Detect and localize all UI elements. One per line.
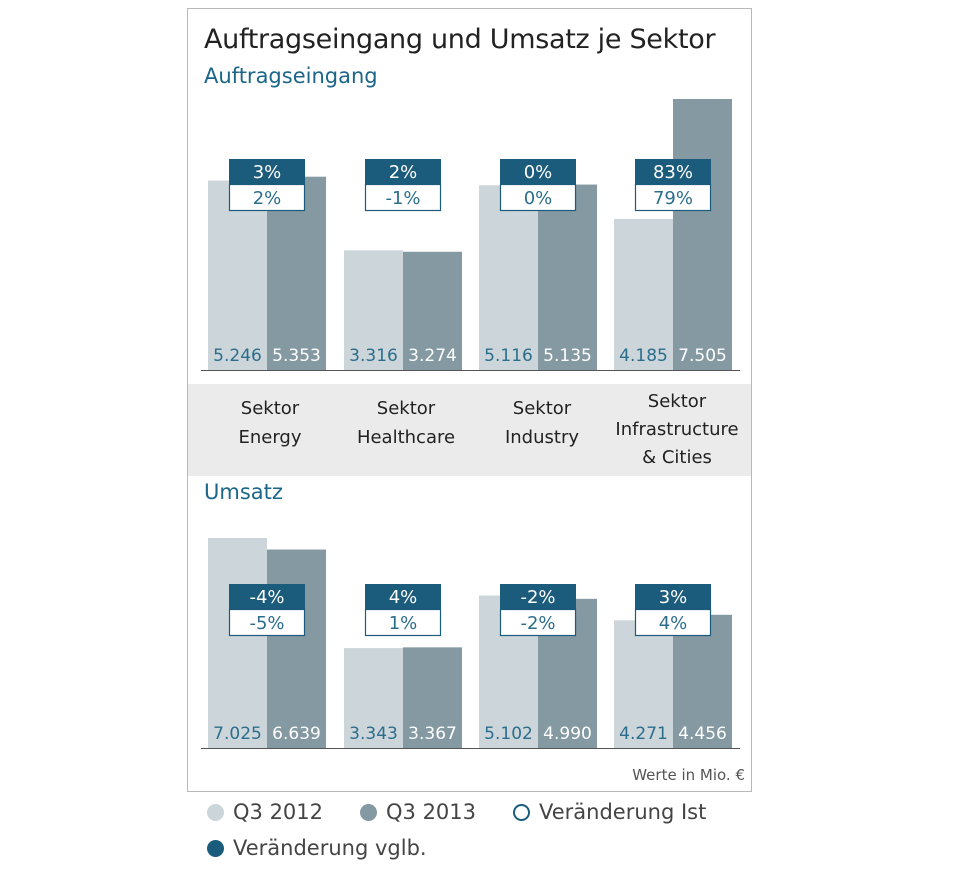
legend-label-change-comparable: Veränderung vglb.: [233, 836, 427, 860]
revenue-value-label-infrastructure-q3-2013: 4.456: [678, 724, 727, 744]
revenue-value-label-energy-q3-2013: 6.639: [272, 724, 321, 744]
revenue-bar-infrastructure-q3-2013: [673, 614, 732, 748]
sector-label-healthcare: Sektor Healthcare: [356, 398, 456, 448]
orders-bar-industry-q3-2012: [479, 185, 538, 370]
orders-change-actual-infrastructure: 79%: [653, 188, 693, 209]
orders-change-comparable-box-infrastructure: [635, 159, 711, 184]
legend-swatch-change-actual: [513, 803, 530, 821]
revenue-value-label-healthcare-q3-2013: 3.367: [408, 724, 457, 744]
orders-change-actual-industry: 0%: [524, 188, 553, 209]
orders-value-label-energy-q3-2012: 5.246: [213, 346, 262, 366]
revenue-value-label-healthcare-q3-2012: 3.343: [349, 724, 398, 744]
legend-item-change-actual: Veränderung Ist: [513, 800, 706, 824]
revenue-change-comparable-industry: -2%: [520, 587, 555, 608]
legend-swatch-change-comparable: [207, 839, 224, 857]
chart-title: Auftragseingang und Umsatz je Sektor: [204, 24, 716, 55]
orders-change-actual-box-industry: [499, 183, 577, 212]
legend-label-q3-2012: Q3 2012: [233, 800, 324, 824]
revenue-bar-infrastructure-q3-2012: [614, 620, 673, 748]
orders-change-actual-healthcare: -1%: [385, 188, 420, 209]
orders-value-label-industry-q3-2012: 5.116: [484, 346, 533, 366]
revenue-change-actual-box-infrastructure: [634, 608, 712, 637]
orders-change-comparable-box-energy: [229, 159, 305, 184]
revenue-change-actual-healthcare: 1%: [389, 613, 418, 634]
revenue-value-label-energy-q3-2012: 7.025: [213, 724, 262, 744]
orders-bar-industry-q3-2013: [538, 184, 597, 370]
revenue-bar-energy-q3-2013: [267, 549, 326, 748]
orders-change-actual-box-healthcare: [364, 183, 442, 212]
revenue-value-label-industry-q3-2013: 4.990: [543, 724, 592, 744]
orders-change-comparable-healthcare: 2%: [389, 162, 418, 183]
legend-swatch-q3-2012: [207, 803, 224, 821]
revenue-change-comparable-infrastructure: 3%: [659, 587, 688, 608]
revenue-value-label-industry-q3-2012: 5.102: [484, 724, 533, 744]
sector-label-infrastructure: Sektor Infrastructure & Cities: [615, 391, 739, 468]
orders-change-comparable-box-industry: [500, 159, 576, 184]
legend-swatch-q3-2013: [360, 803, 377, 821]
revenue-bar-healthcare-q3-2012: [344, 648, 403, 748]
legend-label-q3-2013: Q3 2013: [386, 800, 477, 824]
revenue-section-title: Umsatz: [204, 480, 283, 504]
orders-value-label-energy-q3-2013: 5.353: [272, 346, 321, 366]
orders-change-actual-box-energy: [228, 183, 306, 212]
revenue-change-comparable-box-energy: [229, 584, 305, 609]
legend-label-change-actual: Veränderung Ist: [539, 800, 707, 824]
revenue-change-actual-box-industry: [499, 608, 577, 637]
revenue-change-comparable-box-infrastructure: [635, 584, 711, 609]
legend-item-q3-2013: Q3 2013: [360, 800, 476, 824]
orders-change-comparable-industry: 0%: [524, 162, 553, 183]
revenue-change-actual-industry: -2%: [520, 613, 555, 634]
orders-section-title: Auftragseingang: [204, 64, 378, 88]
unit-note: Werte in Mio. €: [632, 766, 745, 784]
orders-value-label-healthcare-q3-2013: 3.274: [408, 346, 457, 366]
sector-label-band: [188, 384, 751, 476]
orders-value-label-infrastructure-q3-2012: 4.185: [619, 346, 668, 366]
orders-change-comparable-infrastructure: 83%: [653, 162, 693, 183]
revenue-change-comparable-box-industry: [500, 584, 576, 609]
revenue-change-comparable-healthcare: 4%: [389, 587, 418, 608]
revenue-change-comparable-energy: -4%: [249, 587, 284, 608]
revenue-change-actual-box-energy: [228, 608, 306, 637]
orders-change-actual-box-infrastructure: [634, 183, 712, 212]
orders-bar-healthcare-q3-2013: [403, 251, 462, 370]
orders-value-label-healthcare-q3-2012: 3.316: [349, 346, 398, 366]
revenue-change-comparable-box-healthcare: [365, 584, 441, 609]
sector-label-industry: Sektor Industry: [504, 398, 580, 448]
revenue-change-actual-box-healthcare: [364, 608, 442, 637]
revenue-value-label-infrastructure-q3-2012: 4.271: [619, 724, 668, 744]
orders-bar-energy-q3-2012: [208, 180, 267, 370]
legend-item-q3-2012: Q3 2012: [207, 800, 323, 824]
orders-bar-healthcare-q3-2012: [344, 250, 403, 370]
orders-value-label-industry-q3-2013: 5.135: [543, 346, 592, 366]
orders-change-comparable-energy: 3%: [253, 162, 282, 183]
legend-item-change-comparable: Veränderung vglb.: [207, 836, 427, 860]
orders-change-comparable-box-healthcare: [365, 159, 441, 184]
orders-bar-infrastructure-q3-2012: [614, 218, 673, 370]
revenue-change-actual-energy: -5%: [249, 613, 284, 634]
revenue-change-actual-infrastructure: 4%: [659, 613, 688, 634]
orders-bar-infrastructure-q3-2013: [673, 99, 732, 370]
revenue-bar-energy-q3-2012: [208, 538, 267, 748]
orders-value-label-infrastructure-q3-2013: 7.505: [678, 346, 727, 366]
orders-change-actual-energy: 2%: [253, 188, 282, 209]
sector-label-energy: Sektor Energy: [238, 398, 302, 448]
revenue-bar-healthcare-q3-2013: [403, 647, 462, 748]
